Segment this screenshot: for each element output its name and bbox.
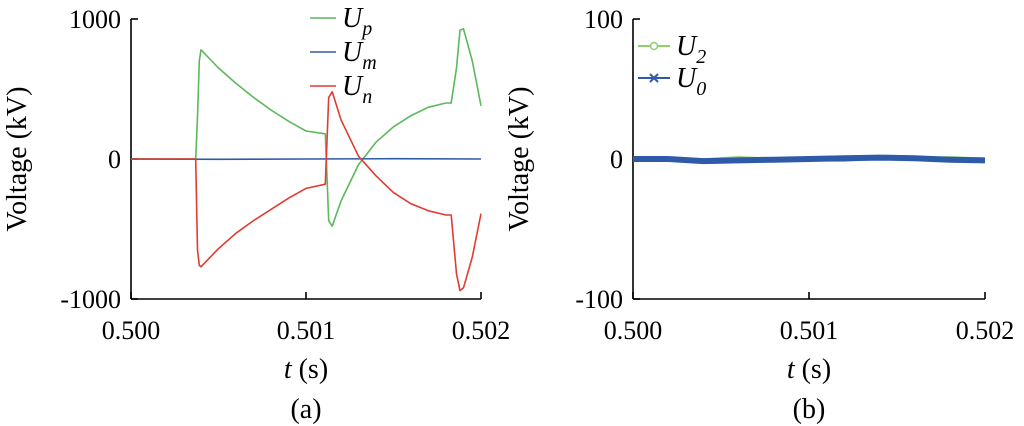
- x-tick-label: 0.500: [604, 316, 663, 345]
- y-axis-label: Voltage (kV): [2, 87, 33, 232]
- series-line-U0: [633, 154, 986, 165]
- y-tick-label: 1000: [69, 5, 121, 34]
- panel-label: (a): [290, 394, 321, 425]
- legend-marker: [649, 73, 659, 83]
- series-line-Un: [131, 91, 482, 292]
- x-tick-label: 0.502: [452, 316, 511, 345]
- legend-entry: Up: [342, 3, 372, 40]
- chart-panel-2: 100 0 -1000.500 0.501 0.502 Voltage (kV) t (s)…: [504, 5, 1014, 425]
- legend-entry: Um: [342, 37, 377, 74]
- legend-entry: Un: [342, 71, 372, 108]
- legend-entry: U2: [676, 31, 706, 68]
- legend-marker: [649, 41, 659, 51]
- x-axis-label: t (s): [787, 354, 831, 385]
- legend-entry: U0: [676, 63, 706, 100]
- x-tick-label: 0.502: [956, 316, 1015, 345]
- y-tick-label: 0: [108, 145, 121, 174]
- y-tick-label: 100: [584, 5, 623, 34]
- y-tick-label: -1000: [60, 285, 121, 314]
- y-tick-label: 0: [610, 145, 623, 174]
- series-line-Up: [131, 27, 482, 227]
- y-axis-label: Voltage (kV): [504, 87, 535, 232]
- x-tick-label: 0.501: [780, 316, 839, 345]
- x-axis-label: t (s): [284, 354, 328, 385]
- x-tick-label: 0.500: [102, 316, 161, 345]
- panel-label: (b): [793, 394, 826, 425]
- y-tick-label: -100: [575, 285, 623, 314]
- x-tick-label: 0.501: [277, 316, 336, 345]
